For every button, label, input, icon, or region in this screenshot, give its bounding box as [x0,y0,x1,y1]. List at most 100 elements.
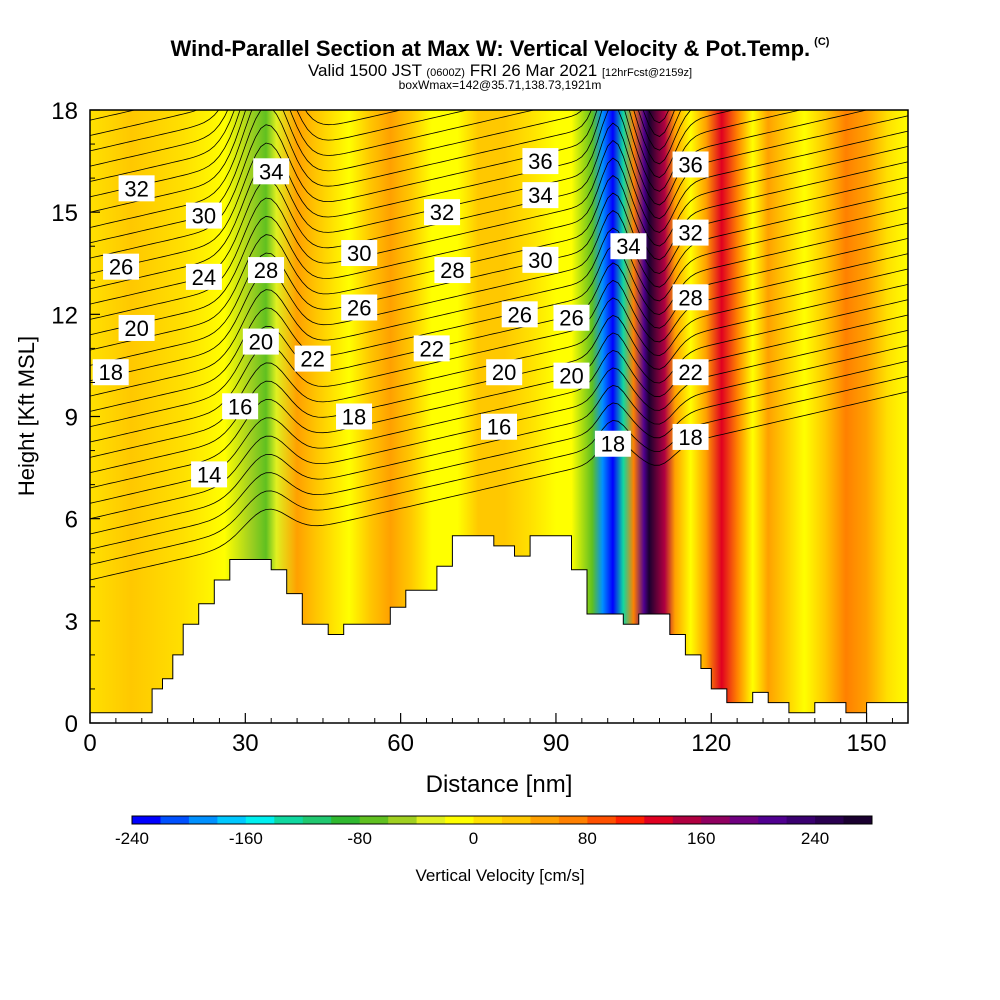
isentrope-line [90,176,908,366]
contour-label-box [610,233,647,260]
contour-label-text: 20 [249,330,273,355]
contour-label-text: 16 [228,394,252,419]
valid-time: Valid 1500 JST [307,61,422,80]
contour-label: 16 [481,413,517,440]
contour-label: 32 [118,175,155,202]
contour-label-box [336,403,373,430]
isentrope-line [90,375,908,565]
colorbar-swatch [445,816,475,824]
colorbar-swatch [132,816,161,824]
contour-label: 28 [248,257,285,284]
contour-label-text: 26 [559,306,583,331]
contour-label-box [594,430,631,457]
isentrope-line [90,161,908,351]
contour-label: 26 [341,294,378,321]
contour-label-text: 30 [192,204,216,229]
colorbar-tick-label: 160 [687,829,715,848]
contour-label-box [481,413,517,440]
contour-label: 22 [672,359,709,386]
y-tick-label: 12 [51,302,78,329]
contour-label-box [672,423,709,450]
contour-label-box [242,328,279,355]
box-info: boxWmax=142@35.71,138.73,1921m [398,78,602,92]
colorbar-swatch [245,816,275,824]
contour-label-text: 28 [678,285,702,310]
colorbar-swatch [502,816,531,824]
contour-label: 36 [672,151,709,178]
contour-label: 34 [522,182,559,209]
contour-label-box [341,294,378,321]
isentrope-line [90,360,908,550]
contour-label: 18 [336,403,373,430]
isentrope-line [90,110,229,167]
contour-label: 26 [553,304,590,331]
contour-label-box [341,240,378,267]
x-tick-label: 150 [847,730,887,757]
isentrope-line [90,192,908,382]
contour-label: 20 [486,359,523,386]
contour-label-text: 34 [616,234,640,259]
colorbar-tick-label: 0 [469,829,478,848]
contour-label-text: 34 [259,159,283,184]
contour-label-box [672,359,709,386]
contour-label-box [424,199,461,226]
isentrope-line [90,110,692,244]
contour-label: 22 [294,345,331,372]
isentrope-line [90,110,682,228]
contour-label-box [486,359,523,386]
contour-label-box [413,335,450,362]
contour-label-text: 20 [492,360,516,385]
contour-label-box [501,301,538,328]
contour-label: 34 [253,158,290,185]
contour-label-box [294,345,331,372]
colorbar-swatch [274,816,304,824]
colorbar-swatch [758,816,788,824]
isentrope-line [90,0,908,105]
colorbar-tick-label: 80 [578,829,597,848]
valid-utc: (0600Z) [426,67,465,79]
contour-label-box [248,257,285,284]
colorbar-swatch [815,816,845,824]
contour-label: 30 [341,240,378,267]
colorbar-label: Vertical Velocity [cm/s] [415,866,584,885]
contour-label-text: 26 [109,255,133,280]
contour-label: 20 [553,362,590,389]
y-tick-label: 15 [51,200,78,227]
contour-label-box [92,359,129,386]
contour-label-box [222,393,259,420]
colorbar-swatch [416,816,446,824]
contour-label-box [253,158,290,185]
contour-label: 28 [434,257,471,284]
valid-date: FRI 26 Mar 2021 [469,61,598,80]
contour-label: 32 [424,199,461,226]
x-tick-label: 120 [691,730,731,757]
contour-label: 22 [413,335,450,362]
contour-label-text: 20 [559,364,583,389]
isentrope-line [90,299,908,489]
isentrope-line [90,207,908,397]
contour-label: 30 [522,246,559,273]
chart-subtitle: Valid 1500 JST (0600Z) FRI 26 Mar 2021 [… [0,61,1000,81]
y-tick-label: 3 [65,609,78,636]
x-tick-label: 90 [543,730,570,757]
x-tick-label: 30 [232,730,259,757]
x-tick-label: 60 [387,730,414,757]
colorbar-tick-label: -240 [115,829,149,848]
x-axis-label: Distance [nm] [426,771,573,798]
contour-label: 32 [672,219,709,246]
isentrope-line [90,345,908,535]
colorbar-swatch [672,816,702,824]
contour-label-box [185,263,222,290]
contour-label-text: 30 [347,241,371,266]
contour-label-text: 18 [98,360,122,385]
contour-label-box [191,461,228,488]
y-axis-label: Height [Kft MSL] [14,336,39,496]
contour-label: 26 [501,301,538,328]
contour-label: 18 [594,430,631,457]
contour-label-text: 36 [678,152,702,177]
isentrope-line [90,115,908,305]
y-tick-label: 9 [65,405,78,432]
isentrope-line [90,110,670,198]
